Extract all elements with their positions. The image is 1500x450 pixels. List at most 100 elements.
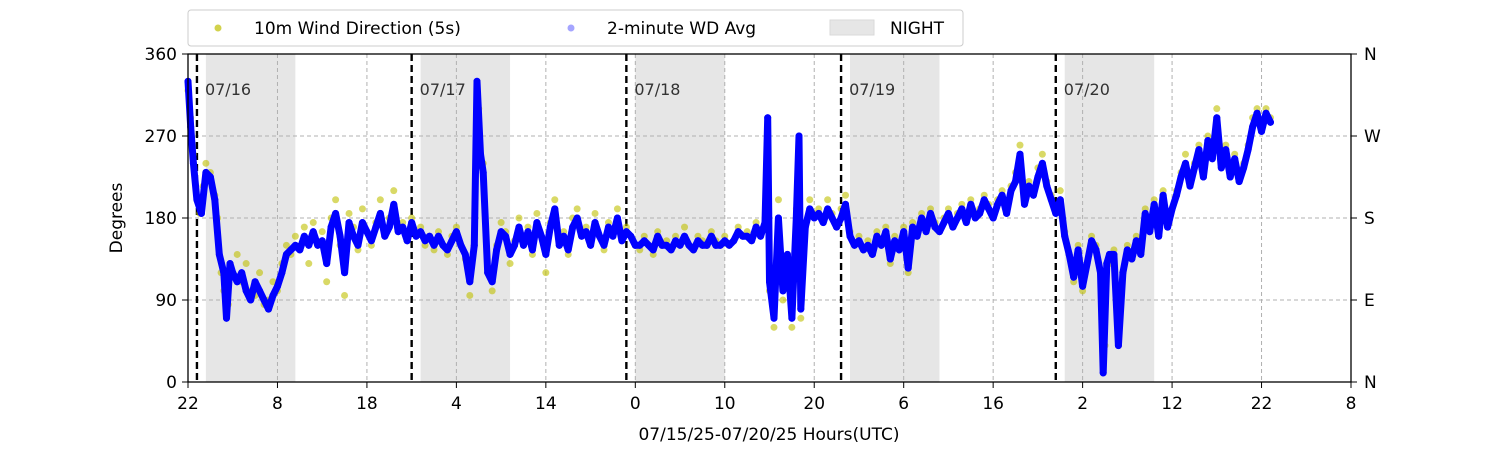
wind-direction-avg-point [1132,237,1140,245]
wind-direction-avg-point [251,278,259,286]
wind-direction-avg-point [801,223,809,231]
wind-direction-point [1213,105,1221,113]
wind-direction-avg-point [730,237,738,245]
wind-direction-avg-point [596,232,604,240]
wind-direction-avg-point [466,278,474,286]
wind-direction-avg-point [477,150,485,158]
wind-direction-avg-point [354,241,362,249]
wind-direction-avg-point [958,205,966,213]
wind-direction-avg-point [1262,109,1270,117]
wind-direction-point [282,241,290,249]
wind-direction-avg-point [1155,232,1163,240]
day-label: 07/18 [634,80,680,99]
wind-direction-avg-point [229,269,237,277]
wind-direction-avg-point [222,314,230,322]
x-tick-label: 2 [1077,394,1088,414]
wind-direction-avg-point [645,241,653,249]
wind-direction-avg-point [296,246,304,254]
wind-direction-avg-point [757,232,765,240]
wind-direction-avg-point [1097,269,1105,277]
wind-direction-avg-point [473,77,481,85]
wind-direction-avg-point [273,282,281,290]
wind-direction-avg-point [1103,260,1111,268]
wind-direction-avg-point [1065,250,1073,258]
wind-direction-point [332,196,340,204]
y-tick-label-right: N [1364,45,1377,65]
x-tick-label: 8 [1346,394,1357,414]
wind-direction-avg-point [187,123,195,131]
wind-direction-avg-point [1253,109,1261,117]
wind-direction-point [788,323,796,331]
wind-direction-avg-point [591,219,599,227]
legend-patch-night [829,19,875,36]
wind-direction-avg-point [909,223,917,231]
wind-direction-avg-point [1007,187,1015,195]
wind-direction-avg-point [376,209,384,217]
wind-direction-avg-point [640,237,648,245]
wind-direction-point [488,287,496,295]
wind-direction-point [291,232,299,240]
wind-direction-avg-point [721,237,729,245]
y-tick-label-left: 90 [155,291,177,311]
wind-direction-avg-point [1119,269,1127,277]
wind-direction-avg-point [408,219,416,227]
wind-direction-avg-point [265,305,273,313]
wind-direction-avg-point [1164,223,1172,231]
day-label: 07/16 [205,80,251,99]
wind-direction-avg-point [967,200,975,208]
wind-direction-avg-point [1034,173,1042,181]
wind-direction-avg-point [564,246,572,254]
wind-direction-avg-point [672,237,680,245]
wind-direction-avg-point [944,209,952,217]
wind-direction-point [779,296,787,304]
wind-direction-avg-point [367,237,375,245]
x-tick-label: 6 [898,394,909,414]
wind-direction-point [1181,150,1189,158]
wind-direction-avg-point [613,214,621,222]
wind-direction-avg-point [667,246,675,254]
wind-direction-avg-point [797,305,805,313]
wind-direction-avg-point [681,232,689,240]
wind-direction-avg-point [828,214,836,222]
wind-direction-avg-point [904,264,912,272]
wind-direction-avg-point [707,232,715,240]
x-tick-label: 22 [1251,394,1273,414]
wind-direction-avg-point [587,241,595,249]
x-tick-label: 14 [535,394,557,414]
wind-direction-point [256,269,264,277]
wind-direction-avg-point [1249,123,1257,131]
wind-direction-avg-point [493,246,501,254]
wind-direction-avg-point [663,241,671,249]
wind-direction-avg-point [497,228,505,236]
wind-direction-point [497,219,505,227]
wind-direction-avg-point [394,228,402,236]
wind-direction-avg-point [622,228,630,236]
wind-direction-avg-point [511,241,519,249]
x-axis-title: 07/15/25-07/20/25 Hours(UTC) [638,425,899,445]
wind-direction-avg-point [506,250,514,258]
wind-direction-avg-point [537,232,545,240]
wind-direction-avg-point [1020,200,1028,208]
wind-direction-avg-point [1168,205,1176,213]
wind-direction-avg-point [971,214,979,222]
wind-direction-avg-point [323,260,331,268]
day-label: 07/20 [1064,80,1110,99]
wind-direction-avg-point [976,209,984,217]
wind-direction-avg-point [891,237,899,245]
wind-direction-avg-point [421,237,429,245]
wind-direction-avg-point [882,228,890,236]
wind-direction-avg-point [573,214,581,222]
wind-direction-point [551,196,559,204]
x-tick-label: 12 [1161,394,1183,414]
wind-direction-point [323,278,331,286]
wind-direction-avg-point [1003,209,1011,217]
y-tick-label-right: S [1364,209,1375,229]
wind-direction-avg-point [1231,155,1239,163]
wind-direction-avg-point [998,191,1006,199]
y-tick-label-right: E [1364,291,1375,311]
wind-direction-avg-point [927,209,935,217]
wind-direction-avg-point [1235,178,1243,186]
wind-direction-avg-point [877,241,885,249]
wind-direction-point [824,196,832,204]
